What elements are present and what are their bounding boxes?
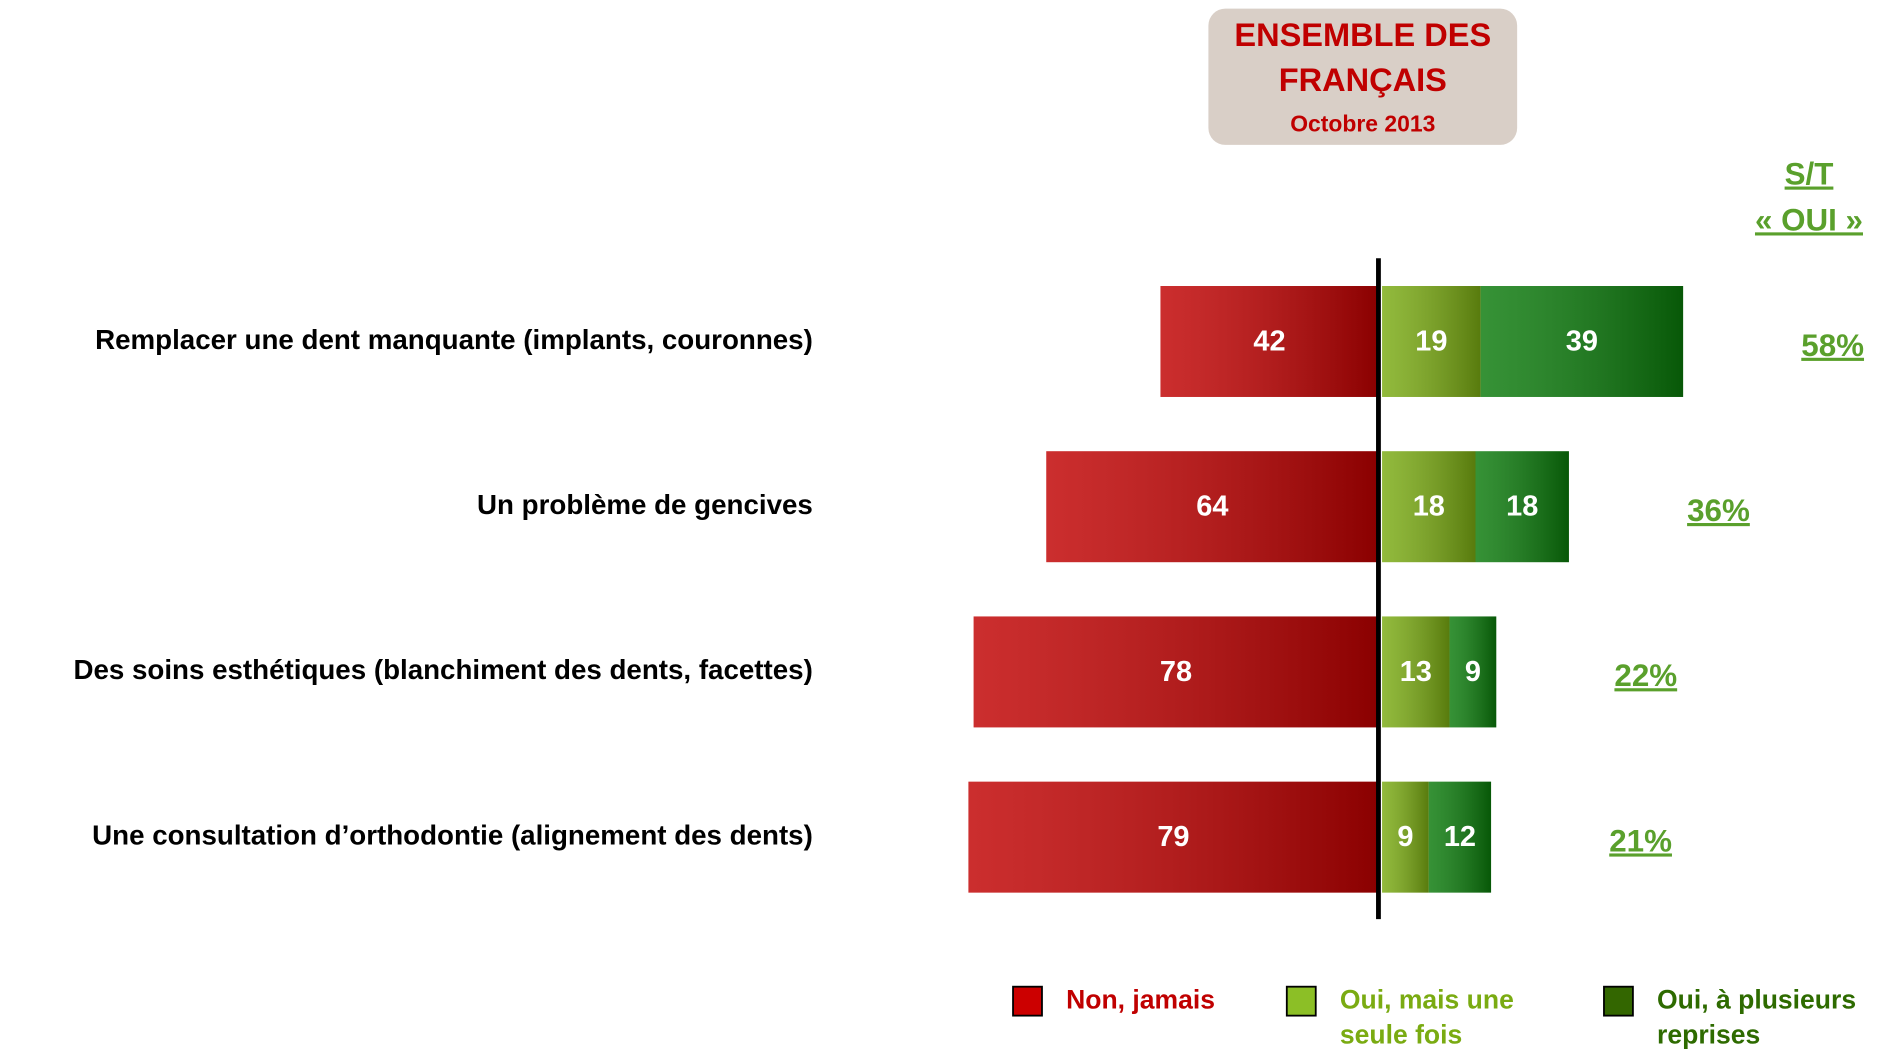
- bar-shade: [1382, 286, 1481, 397]
- legend-label: Oui, mais une seule fois: [1339, 984, 1514, 1050]
- value-label: 13: [1400, 656, 1432, 688]
- bar-shade: [1428, 781, 1492, 893]
- category-label: Remplacer une dent manquante (implants, …: [95, 324, 813, 355]
- totals-header: S/T: [1785, 157, 1834, 192]
- header-box: [1208, 8, 1518, 145]
- legend-swatch: [1285, 985, 1317, 1017]
- value-label: 12: [1444, 821, 1476, 853]
- total-label: 58%: [1801, 328, 1864, 363]
- bar-shade: [968, 781, 1379, 893]
- legend-text-box: Non, jamais: [1066, 984, 1216, 1015]
- legend-swatch: [1012, 985, 1043, 1017]
- legend-text-box: Oui, à plusieurs reprises: [1657, 984, 1857, 1050]
- value-label: 78: [1160, 656, 1192, 688]
- header-title: ENSEMBLE DES: [1234, 17, 1491, 53]
- bar-shade: [1382, 781, 1429, 893]
- bar-shade: [1382, 616, 1450, 728]
- legend-label: Oui, à plusieurs reprises: [1657, 984, 1857, 1050]
- value-label: 39: [1566, 325, 1598, 357]
- value-label: 18: [1506, 491, 1538, 523]
- category-label: Un problème de gencives: [477, 489, 813, 520]
- legend-label: Non, jamais: [1066, 984, 1216, 1015]
- value-label: 64: [1196, 491, 1228, 523]
- bar-shade: [1449, 616, 1497, 728]
- value-label: 9: [1397, 821, 1413, 853]
- bar-shade: [1475, 451, 1569, 563]
- value-label: 18: [1413, 491, 1445, 523]
- total-label: 21%: [1609, 823, 1672, 858]
- bar-shade: [1046, 451, 1379, 563]
- total-label: 22%: [1614, 658, 1677, 693]
- value-label: 9: [1465, 656, 1481, 688]
- legend-text-box: Oui, mais une seule fois: [1339, 984, 1514, 1050]
- value-label: 79: [1157, 821, 1189, 853]
- bar-shade: [973, 616, 1379, 728]
- bar-shade: [1480, 286, 1684, 397]
- bar-shade: [1382, 451, 1476, 563]
- header-title: FRANÇAIS: [1279, 62, 1447, 98]
- legend-swatch: [1603, 985, 1634, 1017]
- header-subtitle: Octobre 2013: [1290, 111, 1435, 137]
- bar-shade: [1160, 286, 1379, 397]
- value-label: 42: [1253, 325, 1285, 357]
- category-label: Une consultation d’orthodontie (aligneme…: [92, 819, 813, 850]
- value-label: 19: [1415, 325, 1447, 357]
- totals-header: « OUI »: [1755, 202, 1863, 237]
- total-label: 36%: [1687, 493, 1750, 528]
- category-label: Des soins esthétiques (blanchiment des d…: [73, 654, 812, 685]
